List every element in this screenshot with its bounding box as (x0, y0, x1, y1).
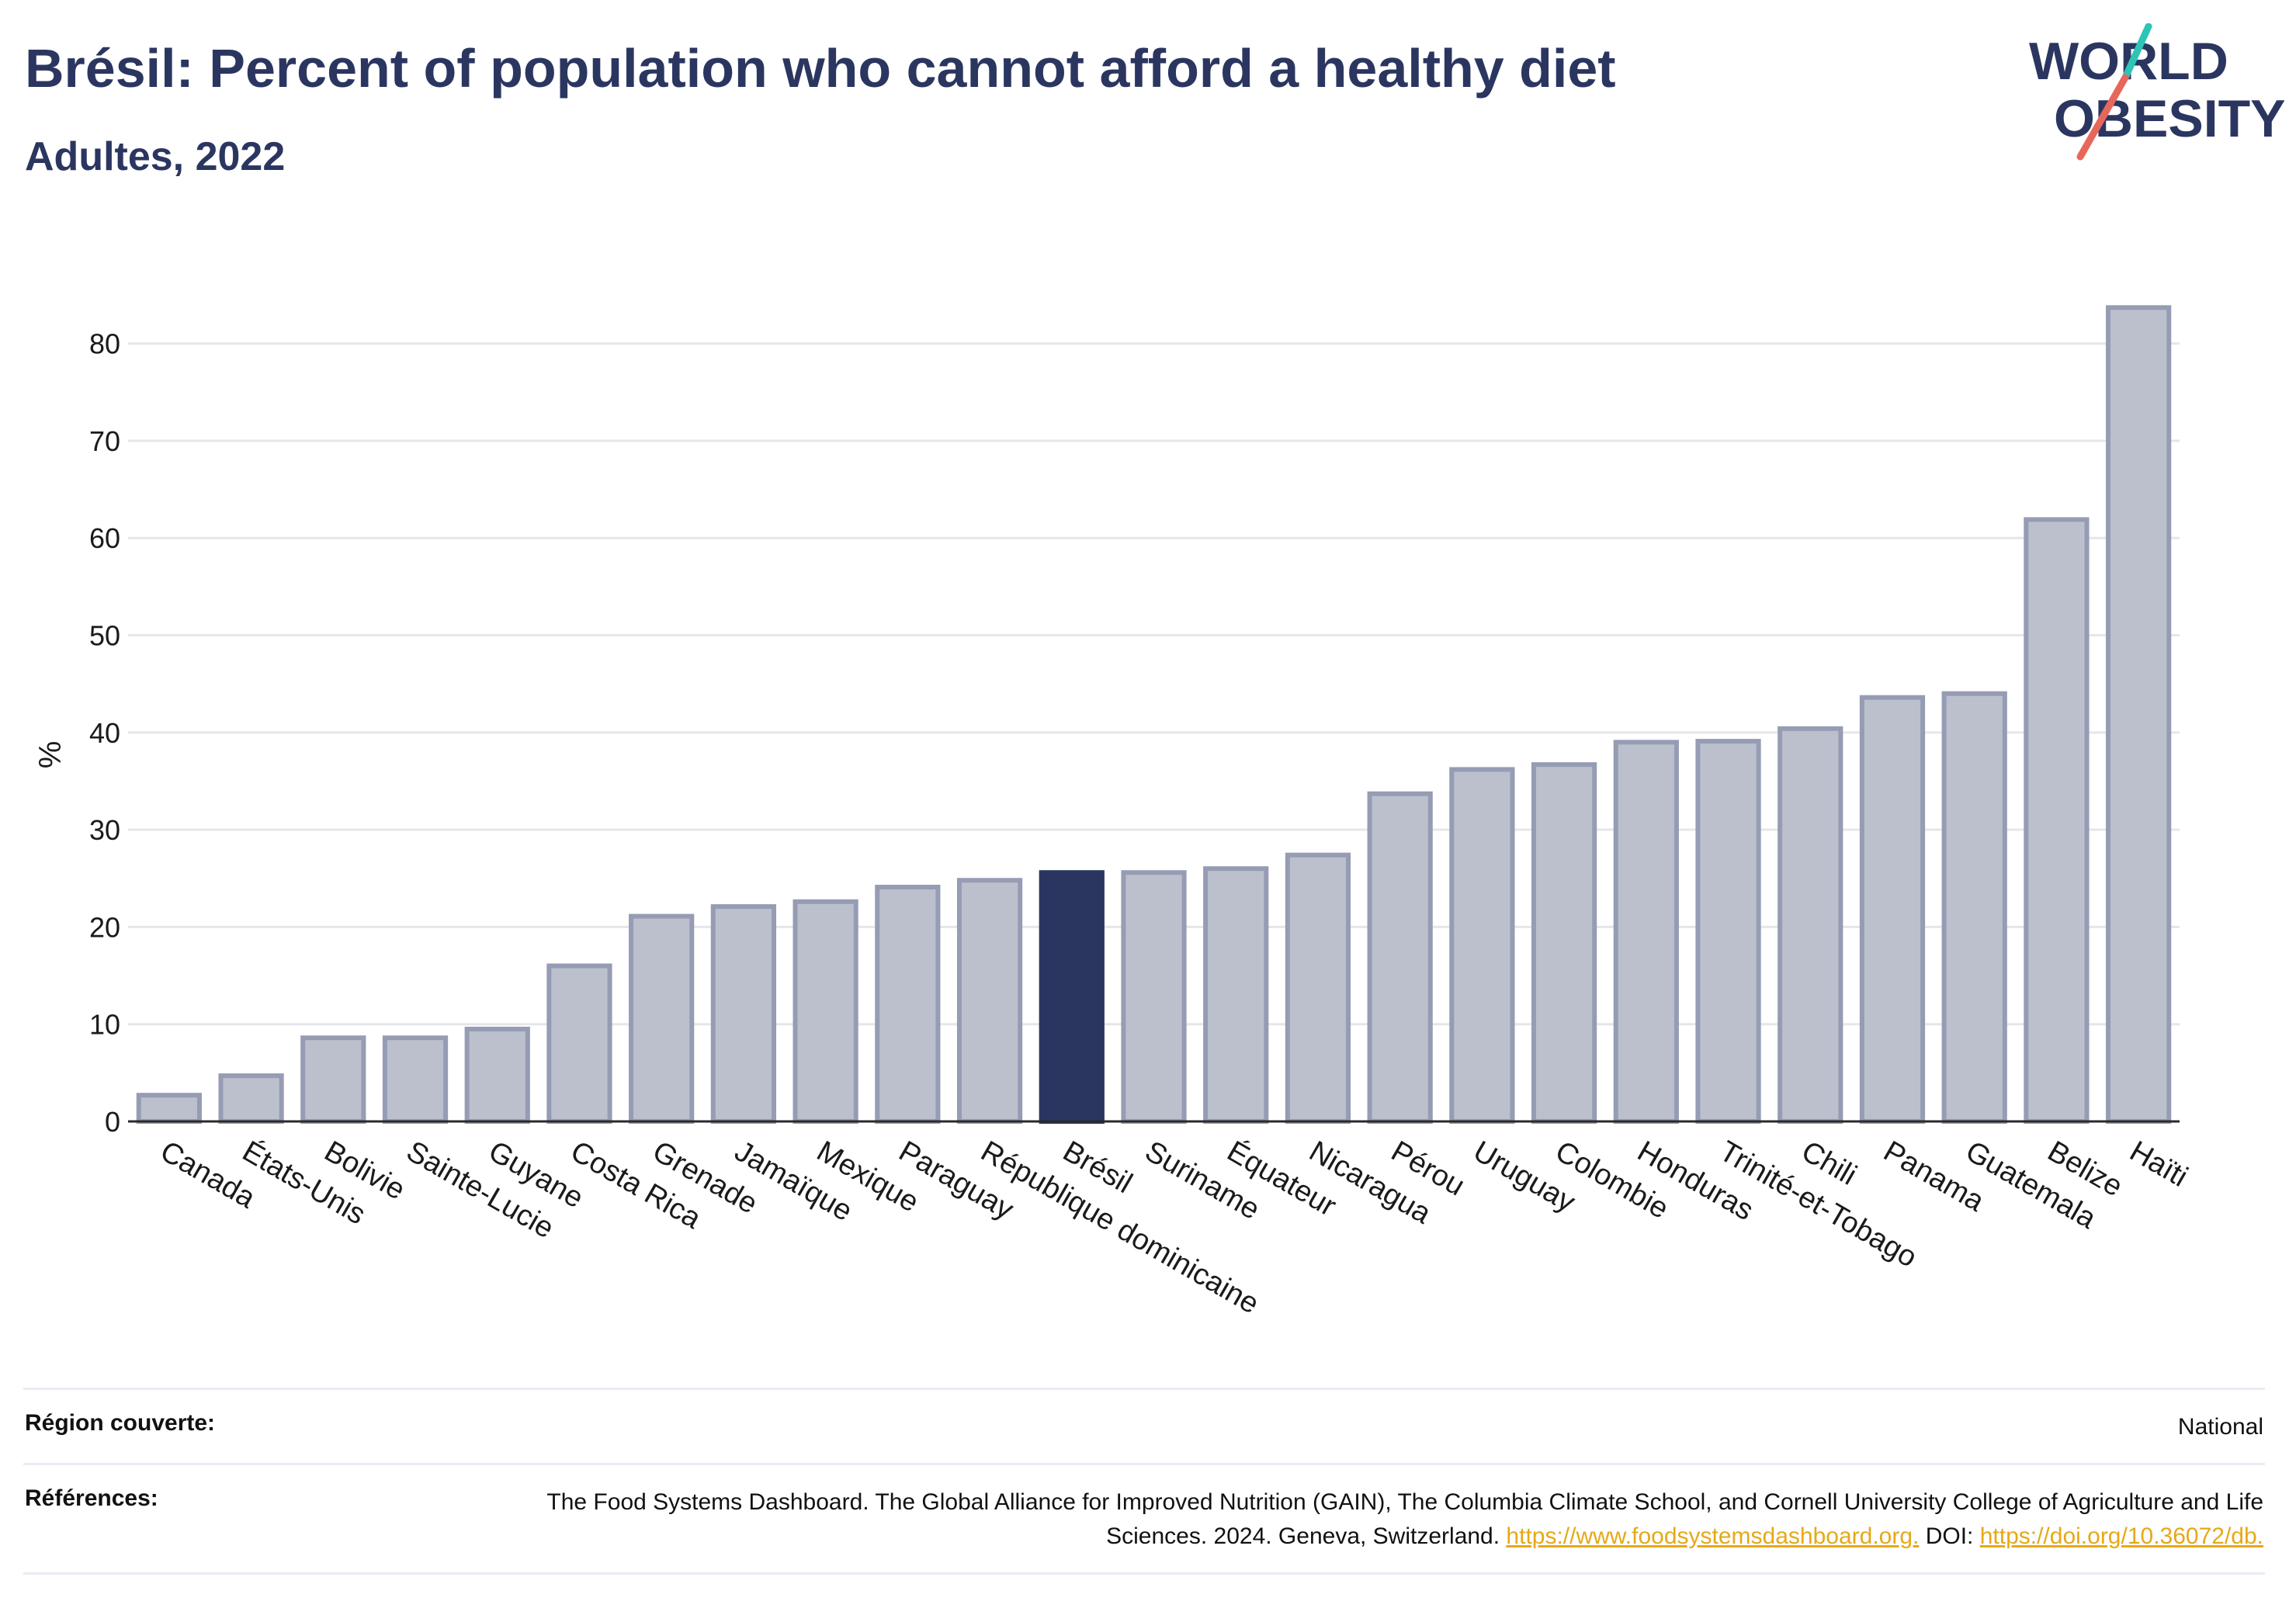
y-axis-ticks: 0 10 20 30 40 50 60 70 80 (89, 328, 120, 1138)
chart-footer: Région couverte: National Références: Th… (23, 1388, 2265, 1575)
bar-chart: 0 10 20 30 40 50 60 70 80 CanadaÉtats-UnisBolivi… (33, 305, 2193, 1321)
bar-Équateur[interactable] (1203, 866, 1269, 1124)
y-tick-label: 10 (89, 1009, 120, 1041)
world-obesity-logo: WORLD OBESITY (2029, 23, 2286, 161)
footer-row-region: Région couverte: National (23, 1388, 2265, 1463)
bar-Uruguay[interactable] (1449, 767, 1515, 1124)
references-label: Références: (25, 1485, 158, 1511)
bar-Canada[interactable] (136, 1093, 202, 1124)
bar-Jamaïque[interactable] (710, 904, 777, 1124)
y-tick-label: 40 (89, 717, 120, 749)
bar-Chili[interactable] (1777, 726, 1843, 1124)
bar-Honduras[interactable] (1613, 740, 1679, 1125)
doi-label: DOI: (1925, 1523, 1974, 1549)
y-tick-label: 60 (89, 522, 120, 554)
region-value: National (2177, 1414, 2263, 1440)
footer-row-references: Références: The Food Systems Dashboard. … (23, 1463, 2265, 1575)
x-axis-ticks: CanadaÉtats-UnisBolivieSainte-LucieGuyan… (154, 1135, 2193, 1321)
y-tick-label: 70 (89, 425, 120, 457)
y-tick-label: 80 (89, 328, 120, 360)
bar-Belize[interactable] (2024, 517, 2090, 1125)
x-tick-label: Haïti (2124, 1135, 2194, 1193)
bar-Bolivie[interactable] (300, 1035, 366, 1125)
y-tick-label: 0 (105, 1106, 120, 1138)
bar-Mexique[interactable] (793, 899, 858, 1124)
logo-word-world: WORLD (2029, 32, 2228, 91)
region-label: Région couverte: (25, 1410, 216, 1436)
x-tick-label: Canada (154, 1135, 261, 1215)
bar-Pérou[interactable] (1367, 791, 1433, 1125)
y-tick-label: 30 (89, 814, 120, 846)
y-axis-label: % (33, 741, 68, 769)
chart-subtitle: Adultes, 2022 (25, 134, 286, 179)
bar-Colombie[interactable] (1531, 762, 1597, 1124)
bars (136, 305, 2172, 1125)
doi-link[interactable]: https://doi.org/10.36072/db. (1979, 1523, 2263, 1549)
bar-Guyane[interactable] (464, 1026, 530, 1124)
bar-Nicaragua[interactable] (1285, 852, 1351, 1124)
bar-Suriname[interactable] (1121, 870, 1187, 1124)
bar-Brésil[interactable] (1039, 870, 1105, 1124)
logo-slash-coral (2076, 74, 2129, 161)
y-tick-label: 50 (89, 620, 120, 652)
references-text: The Food Systems Dashboard. The Global A… (546, 1489, 2263, 1549)
bar-Paraguay[interactable] (875, 885, 941, 1125)
bar-Trinité-et-Tobago[interactable] (1695, 739, 1761, 1124)
logo-slash-teal (2121, 23, 2152, 81)
bar-Panama[interactable] (1859, 695, 1926, 1124)
bar-Haïti[interactable] (2106, 305, 2172, 1125)
references-link[interactable]: https://www.foodsystemsdashboard.org. (1506, 1523, 1920, 1549)
bar-Costa Rica[interactable] (546, 963, 612, 1124)
bar-Sainte-Lucie[interactable] (382, 1035, 449, 1125)
chart-title: Brésil: Percent of population who cannot… (25, 38, 1616, 99)
bar-États-Unis[interactable] (218, 1073, 284, 1125)
bar-Grenade[interactable] (629, 913, 695, 1124)
bar-République dominicaine[interactable] (956, 878, 1023, 1124)
y-tick-label: 20 (89, 911, 120, 943)
bar-Guatemala[interactable] (1941, 691, 2007, 1124)
references-value: The Food Systems Dashboard. The Global A… (463, 1485, 2263, 1554)
